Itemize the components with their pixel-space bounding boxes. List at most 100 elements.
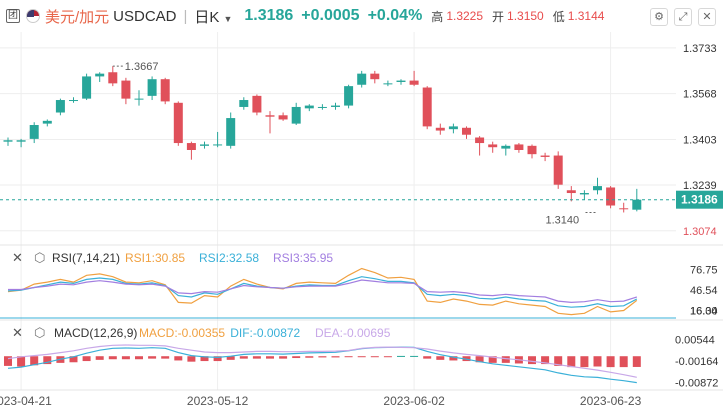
macd-histogram-bar [121,356,130,360]
macd-histogram-bar [305,356,314,358]
candle-body[interactable] [396,80,406,82]
candle-body[interactable] [344,86,354,106]
macd-axis-tick: -0.00872 [675,378,718,390]
macd-histogram-bar [580,356,589,368]
close-icon[interactable]: ✕ [12,325,23,340]
candle-body[interactable] [632,199,642,210]
macd-histogram-bar [82,356,91,362]
candle-body[interactable] [173,102,183,144]
macd-axis-tick: 0.00544 [675,335,715,347]
candle-body[interactable] [317,106,327,108]
macd-histogram-bar [632,356,641,367]
candle-body[interactable] [619,208,629,210]
max-price-label: 1.3667 [125,61,159,73]
calendar-icon[interactable]: 团 [6,9,20,23]
macd-histogram-bar [619,356,628,368]
candle-body[interactable] [435,127,445,131]
rsi-line-rsi3 [8,279,637,304]
candle-body[interactable] [121,80,131,99]
candle-body[interactable] [82,76,92,99]
candle-body[interactable] [278,115,288,120]
rsi-legend-2: RSI2:32.58 [199,251,259,265]
macd-histogram-bar [252,356,261,359]
candle-body[interactable] [370,73,380,80]
macd-histogram-bar [30,356,39,366]
macd-histogram-bar [449,356,458,361]
us-flag-icon [26,9,40,23]
macd-histogram-bar [501,356,510,363]
candle-body[interactable] [55,100,65,113]
candle-body[interactable] [540,155,550,157]
candle-body[interactable] [606,187,616,206]
candle-body[interactable] [239,100,249,107]
candle-body[interactable] [553,155,563,185]
macd-histogram-bar [397,355,405,357]
candle-body[interactable] [95,73,105,77]
macd-histogram-bar [148,356,157,359]
candle-body[interactable] [213,144,223,146]
candle-body[interactable] [448,126,458,130]
candle-body[interactable] [593,186,602,191]
macd-histogram-bar [357,356,366,358]
date-axis-tick: 2023-06-02 [383,394,445,408]
candle-body[interactable] [252,95,262,113]
candle-body[interactable] [357,73,367,85]
last-price-tag [676,190,723,209]
rsi-axis-tick: 16.00 [690,306,718,318]
candle-body[interactable] [108,72,118,84]
last-price-tag-text: 1.3186 [681,193,718,207]
price-axis-tick: 1.3074 [683,226,717,238]
candle-body[interactable] [200,144,209,146]
close-icon[interactable]: ✕ [698,8,716,26]
candle-body[interactable] [265,115,275,117]
rsi-legend-1: RSI1:30.85 [125,251,185,265]
gear-icon[interactable]: ⚙ [650,8,668,26]
candle-body[interactable] [69,100,78,102]
candle-body[interactable] [488,144,498,148]
candle-body[interactable] [514,144,524,150]
low-value: 1.3144 [567,9,605,23]
macd-histogram-bar [410,355,419,357]
candle-body[interactable] [409,80,419,85]
expand-icon[interactable]: ⤢ [674,8,692,26]
candle-body[interactable] [501,145,511,149]
price-axis-tick: 1.3239 [683,180,717,192]
candle-body[interactable] [16,140,26,142]
candle-body[interactable] [226,118,236,146]
settings-icon[interactable]: ⬡ [34,325,45,340]
candle-body[interactable] [134,98,144,100]
candle-body[interactable] [147,79,157,96]
candle-body[interactable] [160,79,170,102]
candle-body[interactable] [291,106,301,124]
candle-body[interactable] [3,140,13,142]
chevron-down-icon: ▼ [223,13,233,24]
candle-body[interactable] [331,105,340,107]
macd-histogram-bar [488,356,497,363]
date-axis-tick: 2023-04-21 [0,394,52,408]
macd-histogram-bar [554,356,563,366]
candle-body[interactable] [422,87,432,127]
candle-body[interactable] [579,193,589,195]
period-selector[interactable]: 日K ▼ [194,6,232,27]
settings-icon[interactable]: ⬡ [34,250,45,265]
candle-body[interactable] [527,145,537,155]
macd-axis-tick: -0.00164 [675,356,718,368]
rsi-line-rsi1 [7,267,638,316]
candle-body[interactable] [462,127,471,135]
candle-body[interactable] [304,105,314,109]
macd-histogram-bar [4,356,12,366]
macd-histogram-bar [606,356,615,368]
candle-body[interactable] [42,120,52,124]
candle-body[interactable] [186,143,196,150]
candle-body[interactable] [383,83,393,85]
macd-title: MACD(12,26,9) [54,326,137,340]
candle-body[interactable] [29,125,39,139]
macd-histogram-bar [331,356,340,358]
macd-histogram-bar [541,356,550,365]
macd-histogram-bar [108,356,117,360]
candle-body[interactable] [475,137,485,144]
macd-histogram-bar [95,356,104,360]
candle-body[interactable] [566,190,576,194]
close-icon[interactable]: ✕ [12,250,23,265]
